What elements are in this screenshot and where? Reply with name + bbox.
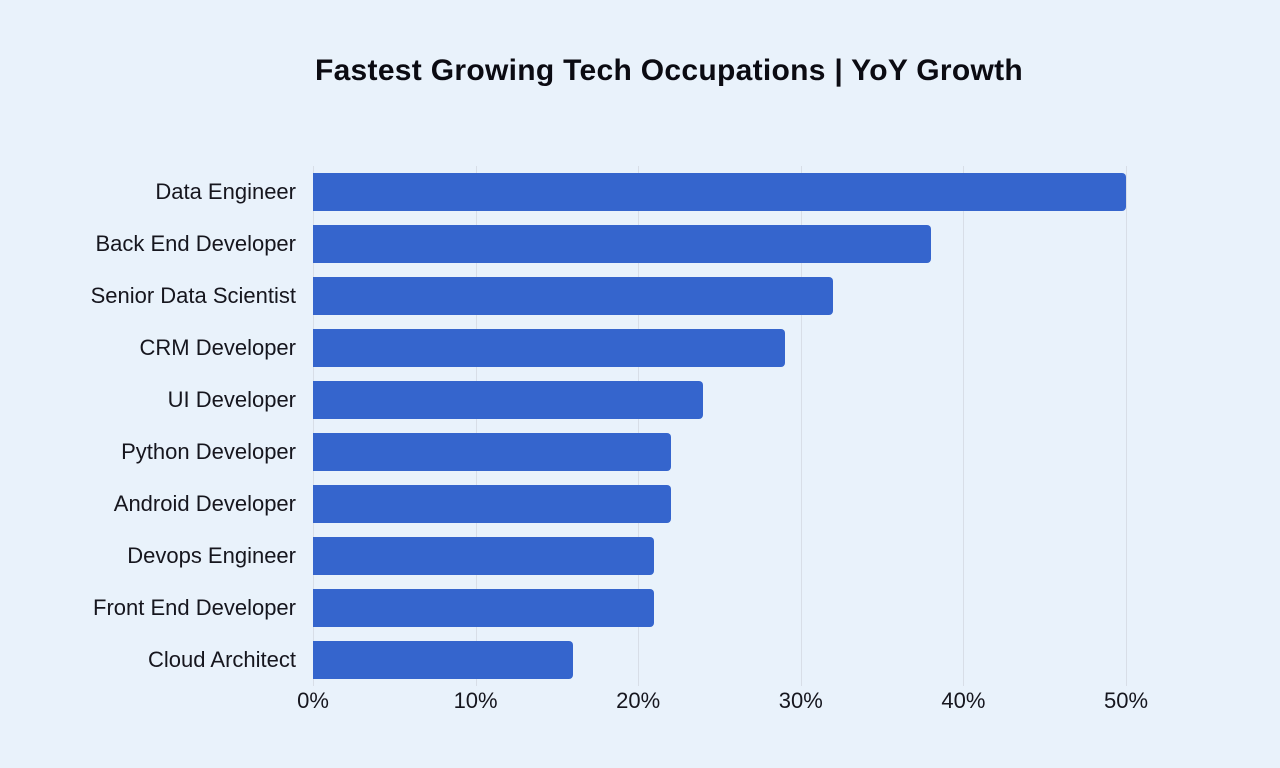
x-axis: 0% 10% 20% 30% 40% 50% xyxy=(297,688,1148,718)
category-label: Devops Engineer xyxy=(127,543,296,568)
gridline xyxy=(638,166,640,686)
x-tick-label: 40% xyxy=(941,688,986,713)
gridline xyxy=(313,166,314,686)
category-label: CRM Developer xyxy=(139,335,297,360)
chart-title: Fastest Growing Tech Occupations | YoY G… xyxy=(314,54,1024,87)
bar xyxy=(313,589,655,627)
bar xyxy=(313,381,704,419)
bar-row: Android Developer xyxy=(0,478,1280,530)
bar-track xyxy=(313,166,1126,218)
bar-row: Senior Data Scientist xyxy=(0,270,1280,322)
bar-row: UI Developer xyxy=(0,374,1280,426)
bar-track xyxy=(313,634,1126,686)
category-label: Back End Developer xyxy=(95,231,296,256)
category-label: Android Developer xyxy=(113,491,296,516)
bar-track xyxy=(313,322,1126,374)
category-label: Senior Data Scientist xyxy=(90,283,296,308)
category-label: Data Engineer xyxy=(155,179,296,204)
x-tick-label: 20% xyxy=(616,688,661,713)
bar-row: Front End Developer xyxy=(0,582,1280,634)
bar xyxy=(313,433,671,471)
bar-track xyxy=(313,374,1126,426)
bar xyxy=(313,641,574,679)
gridline xyxy=(963,166,965,686)
bar-row: Data Engineer xyxy=(0,166,1280,218)
x-tick-label: 50% xyxy=(1103,688,1149,713)
bar xyxy=(313,277,834,315)
gridline xyxy=(1126,166,1127,686)
bar-row: Back End Developer xyxy=(0,218,1280,270)
bar-row: Python Developer xyxy=(0,426,1280,478)
bar xyxy=(313,537,655,575)
bar xyxy=(313,329,785,367)
bar xyxy=(313,173,1126,211)
gridline xyxy=(475,166,477,686)
category-label: UI Developer xyxy=(167,387,296,412)
x-tick-label: 0% xyxy=(297,688,329,713)
x-tick-label: 10% xyxy=(453,688,498,713)
bar-row: Devops Engineer xyxy=(0,530,1280,582)
category-label: Python Developer xyxy=(121,439,296,464)
bar-track xyxy=(313,218,1126,270)
bar-track xyxy=(313,478,1126,530)
category-label: Cloud Architect xyxy=(148,647,296,672)
bar-track xyxy=(313,426,1126,478)
bar-track xyxy=(313,530,1126,582)
bar xyxy=(313,485,671,523)
bar-track xyxy=(313,270,1126,322)
gridline xyxy=(800,166,802,686)
bar xyxy=(313,225,931,263)
bar-track xyxy=(313,582,1126,634)
bar-rows: Data Engineer Back End Developer Senior Da… xyxy=(0,166,1280,686)
x-tick-label: 30% xyxy=(778,688,823,713)
bar-row: CRM Developer xyxy=(0,322,1280,374)
bar-row: Cloud Architect xyxy=(0,634,1280,686)
plot-gridlines xyxy=(313,166,1127,686)
category-label: Front End Developer xyxy=(93,595,296,620)
